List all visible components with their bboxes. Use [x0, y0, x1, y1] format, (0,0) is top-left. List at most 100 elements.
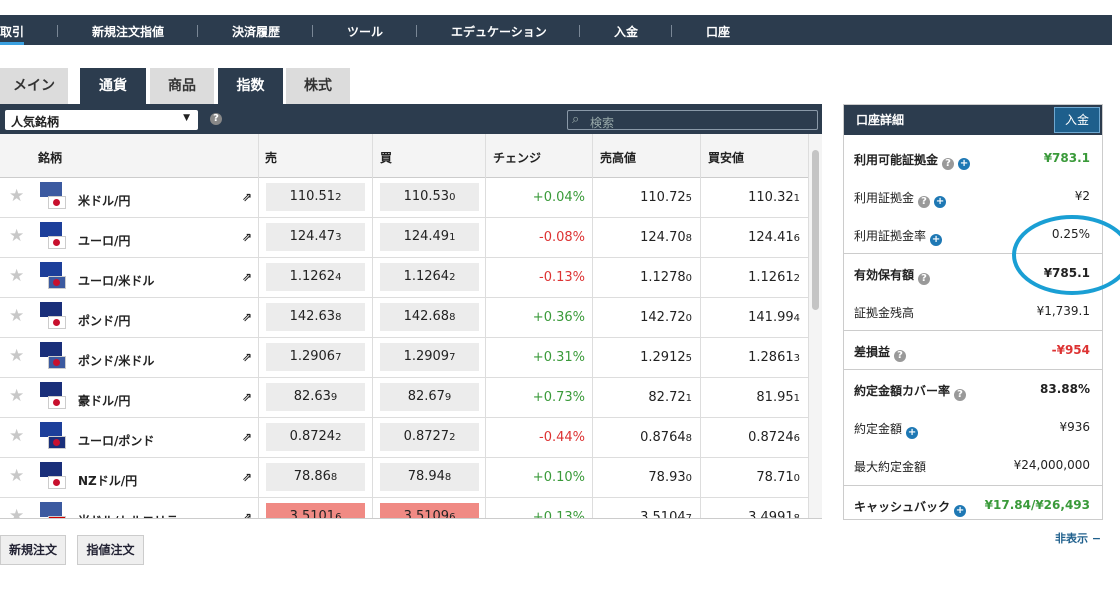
table-row[interactable]: ★ ポンド/米ドル ⇗ 1.29067 1.29097 +0.31% 1.29125 1.28… — [0, 338, 808, 378]
flag-base — [40, 342, 62, 357]
dropdown[interactable]: 人気銘柄 ▼ — [5, 110, 198, 130]
help-icon[interactable]: ? — [942, 158, 955, 170]
scroll-thumb[interactable] — [812, 150, 819, 310]
chart-icon[interactable]: ⇗ — [242, 470, 253, 484]
flag-base — [40, 222, 62, 237]
column-divider — [372, 134, 373, 178]
nav-item[interactable]: 入金 — [614, 25, 639, 39]
sell-price[interactable]: 110.512 — [266, 183, 365, 211]
help-icon[interactable]: ? — [894, 350, 907, 362]
favorite-star[interactable]: ★ — [9, 226, 25, 246]
table-row[interactable]: ★ NZドル/円 ⇗ 78.868 78.948 +0.10% 78.930 78.710 — [0, 458, 808, 498]
hide-link[interactable]: 非表示 − — [1055, 532, 1102, 545]
label-text: 利用証拠金率 — [854, 229, 927, 243]
favorite-star[interactable]: ★ — [9, 386, 25, 406]
label-text: 約定金額 — [854, 422, 903, 436]
chart-icon[interactable]: ⇗ — [242, 270, 253, 284]
high-price: 3.51047 — [640, 510, 692, 518]
buy-price[interactable]: 0.87272 — [380, 423, 479, 451]
buy-price[interactable]: 82.679 — [380, 383, 479, 411]
action-button[interactable]: 新規注文 — [0, 535, 66, 565]
flag-dot — [53, 279, 60, 286]
label-text: 証拠金残高 — [854, 306, 915, 320]
cell-divider — [485, 298, 486, 338]
expand-icon[interactable]: + — [954, 505, 967, 517]
sell-price[interactable]: 124.473 — [266, 223, 365, 251]
chart-icon[interactable]: ⇗ — [242, 310, 253, 324]
table-row[interactable]: ★ 米ドル/トルコリラ ⇗ 3.51016 3.51096 +0.13% 3.51047 3.… — [0, 498, 808, 518]
column-header: 銘柄 — [38, 151, 63, 165]
column-header: 買安値 — [708, 151, 745, 165]
cell-divider — [485, 258, 486, 298]
favorite-star[interactable]: ★ — [9, 426, 25, 446]
chart-icon[interactable]: ⇗ — [242, 390, 253, 404]
sell-price[interactable]: 3.51016 — [266, 503, 365, 518]
cell-divider — [700, 418, 701, 458]
search-box[interactable]: ⌕ 検索 — [567, 110, 818, 130]
sell-price[interactable]: 1.29067 — [266, 343, 365, 371]
buy-price[interactable]: 110.530 — [380, 183, 479, 211]
nav-item[interactable]: エデュケーション — [451, 25, 547, 39]
table-row[interactable]: ★ ユーロ/米ドル ⇗ 1.12624 1.12642 -0.13% 1.12780 1.12… — [0, 258, 808, 298]
tab[interactable]: メイン — [0, 68, 68, 104]
buy-price[interactable]: 3.51096 — [380, 503, 479, 518]
favorite-star[interactable]: ★ — [9, 466, 25, 486]
chart-icon[interactable]: ⇗ — [242, 230, 253, 244]
high-price: 110.725 — [640, 190, 692, 205]
tab[interactable]: 通貨 — [80, 68, 146, 104]
nav-item[interactable]: 新規注文指値 — [92, 25, 165, 39]
buy-price[interactable]: 124.491 — [380, 223, 479, 251]
favorite-star[interactable]: ★ — [9, 306, 25, 326]
help-icon[interactable]: ? — [918, 273, 931, 285]
favorite-star[interactable]: ★ — [9, 346, 25, 366]
nav-item[interactable]: ツール — [347, 25, 384, 39]
nav-item[interactable]: 取引 — [0, 25, 25, 39]
sell-price[interactable]: 0.87242 — [266, 423, 365, 451]
top-strip — [0, 0, 1120, 15]
expand-icon[interactable]: + — [930, 234, 943, 246]
help-icon[interactable]: ? — [210, 113, 222, 125]
sell-price[interactable]: 78.868 — [266, 463, 365, 491]
flag-dot — [53, 479, 60, 486]
label-text: キャッシュバック — [854, 500, 951, 514]
table-row[interactable]: ★ 米ドル/円 ⇗ 110.512 110.530 +0.04% 110.725 110.32… — [0, 178, 808, 218]
sell-price[interactable]: 142.638 — [266, 303, 365, 331]
tab[interactable]: 株式 — [286, 68, 350, 104]
expand-icon[interactable]: + — [906, 427, 919, 439]
chart-icon[interactable]: ⇗ — [242, 190, 253, 204]
buy-price[interactable]: 1.29097 — [380, 343, 479, 371]
favorite-star[interactable]: ★ — [9, 186, 25, 206]
buy-price[interactable]: 142.688 — [380, 303, 479, 331]
help-icon[interactable]: ? — [918, 196, 931, 208]
table-row[interactable]: ★ ユーロ/円 ⇗ 124.473 124.491 -0.08% 124.708 124.41… — [0, 218, 808, 258]
chart-icon[interactable]: ⇗ — [242, 430, 253, 444]
deposit-button[interactable]: 入金 — [1054, 107, 1100, 133]
action-button[interactable]: 指値注文 — [77, 535, 144, 565]
pair-name: 豪ドル/円 — [78, 394, 131, 408]
nav-item[interactable]: 口座 — [706, 25, 731, 39]
help-icon[interactable]: ? — [954, 389, 967, 401]
sell-price[interactable]: 82.639 — [266, 383, 365, 411]
nav-item[interactable]: 決済履歴 — [232, 25, 281, 39]
table-row[interactable]: ★ ユーロ/ポンド ⇗ 0.87242 0.87272 -0.44% 0.87648 0.87… — [0, 418, 808, 458]
tab[interactable]: 商品 — [150, 68, 214, 104]
expand-icon[interactable]: + — [958, 158, 971, 170]
buy-price[interactable]: 1.12642 — [380, 263, 479, 291]
table-row[interactable]: ★ ポンド/円 ⇗ 142.638 142.688 +0.36% 142.720 141.99… — [0, 298, 808, 338]
favorite-star[interactable]: ★ — [9, 266, 25, 286]
favorite-star[interactable]: ★ — [9, 506, 25, 518]
chart-icon[interactable]: ⇗ — [242, 350, 253, 364]
buy-price[interactable]: 78.948 — [380, 463, 479, 491]
pair-name: ポンド/円 — [78, 314, 131, 328]
expand-icon[interactable]: + — [934, 196, 947, 208]
sell-price[interactable]: 1.12624 — [266, 263, 365, 291]
chart-icon[interactable]: ⇗ — [242, 510, 253, 518]
table-row[interactable]: ★ 豪ドル/円 ⇗ 82.639 82.679 +0.73% 82.721 81.951 — [0, 378, 808, 418]
tab[interactable]: 指数 — [218, 68, 283, 104]
scrollbar[interactable] — [808, 134, 822, 518]
change: +0.04% — [532, 190, 585, 205]
cell-divider — [372, 458, 373, 498]
cell-divider — [372, 498, 373, 518]
nav-separator — [57, 25, 58, 37]
